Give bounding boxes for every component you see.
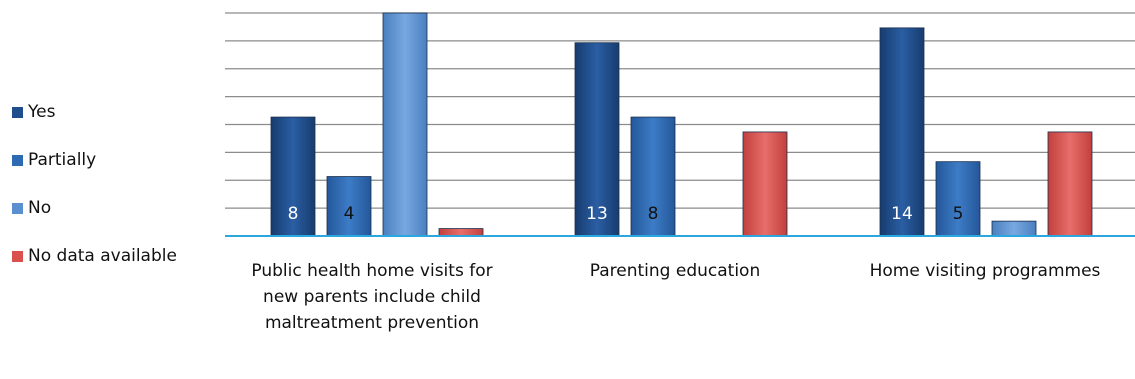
legend-swatch (12, 202, 23, 214)
data-labels: 8 4 13 8 14 5 (288, 204, 964, 224)
category-label: Public health home visits for new parent… (251, 261, 493, 333)
gridlines (225, 12, 1135, 209)
bar-no-data-available-2 (1047, 131, 1093, 237)
bar-partially-1 (630, 116, 676, 237)
legend-label: Yes (28, 102, 56, 122)
legend-swatch (12, 250, 23, 262)
bar-no-2 (991, 220, 1037, 237)
bar-no-data-available-1 (742, 131, 788, 237)
legend-label: Partially (28, 150, 97, 170)
data-label: 13 (586, 204, 608, 224)
legend-item-partially: Partially (12, 136, 222, 184)
legend-swatch (12, 154, 23, 166)
legend: Yes Partially No No data available (12, 88, 222, 280)
legend-label: No data available (28, 246, 177, 266)
bars (270, 12, 1093, 237)
bar-yes-0 (270, 116, 316, 237)
legend-swatch (12, 106, 23, 118)
legend-item-yes: Yes (12, 88, 222, 136)
data-label: 8 (648, 204, 659, 224)
data-label: 8 (288, 204, 299, 224)
category-label: Home visiting programmes (869, 261, 1101, 281)
category-label: Parenting education (589, 261, 761, 281)
bar-no-0 (382, 12, 428, 237)
data-label: 5 (953, 204, 964, 224)
data-label: 14 (891, 204, 913, 224)
legend-label: No (28, 198, 52, 218)
bar-partially-0 (326, 176, 372, 237)
data-label: 4 (344, 204, 355, 224)
bar-partially-2 (935, 161, 981, 237)
legend-item-no-data-available: No data available (12, 232, 222, 280)
legend-item-no: No (12, 184, 222, 232)
bar-no-data-available-0 (438, 228, 484, 237)
bar-yes-1 (574, 42, 620, 237)
bar-yes-2 (879, 27, 925, 237)
